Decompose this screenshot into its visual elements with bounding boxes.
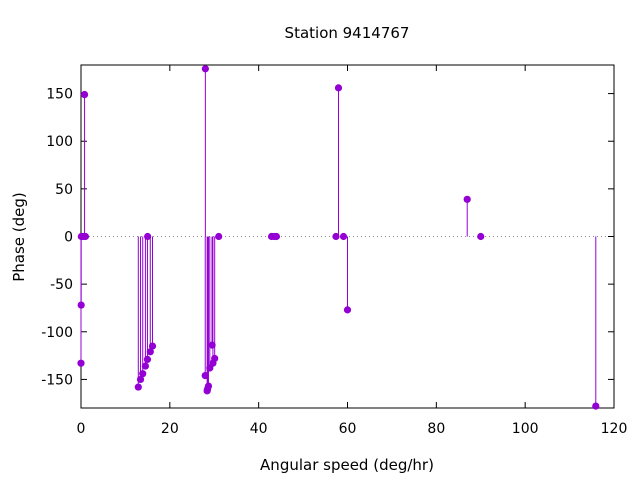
data-point (146, 348, 154, 356)
y-tick-label: -50 (50, 277, 73, 293)
data-point (148, 342, 157, 350)
x-tick-label: 20 (161, 421, 179, 437)
impulse-series (77, 65, 600, 410)
data-point (463, 195, 471, 203)
data-point (272, 232, 281, 241)
x-tick-label: 120 (601, 421, 628, 437)
data-point (80, 90, 89, 99)
data-point (144, 232, 152, 241)
data-point (201, 65, 209, 73)
y-tick-label: 100 (46, 134, 73, 150)
y-tick-label: 50 (55, 182, 73, 198)
data-point (592, 402, 600, 410)
x-tick-label: 100 (512, 421, 539, 437)
data-point (204, 382, 213, 390)
data-point (77, 301, 85, 309)
data-point (208, 341, 216, 349)
y-axis-label: Phase (deg) (10, 192, 28, 282)
data-point (339, 232, 348, 241)
x-tick-label: 80 (427, 421, 445, 437)
data-point (134, 383, 142, 391)
data-point (141, 362, 150, 370)
data-point (143, 355, 152, 364)
data-point (215, 232, 223, 241)
x-tick-label: 40 (250, 421, 268, 437)
y-tick-label: 0 (64, 230, 73, 246)
data-point (334, 84, 343, 92)
x-axis-ticks: 0 20 40 60 80 100 120 (77, 65, 628, 437)
y-axis-ticks: -150 -100 -50 0 50 100 150 (41, 87, 614, 388)
data-point (139, 370, 147, 378)
data-point (343, 306, 352, 314)
x-tick-label: 0 (77, 421, 86, 437)
chart-title: Station 9414767 (285, 24, 410, 42)
y-tick-label: -100 (41, 325, 73, 341)
x-tick-label: 60 (339, 421, 357, 437)
data-point (81, 232, 90, 241)
y-tick-label: 150 (46, 87, 73, 103)
y-tick-label: -150 (41, 372, 73, 388)
x-axis-label: Angular speed (deg/hr) (260, 456, 434, 474)
data-point (332, 232, 340, 241)
data-point (136, 375, 145, 384)
data-point (477, 232, 485, 241)
data-point (77, 359, 85, 367)
data-point (211, 354, 219, 363)
data-point (201, 372, 209, 380)
